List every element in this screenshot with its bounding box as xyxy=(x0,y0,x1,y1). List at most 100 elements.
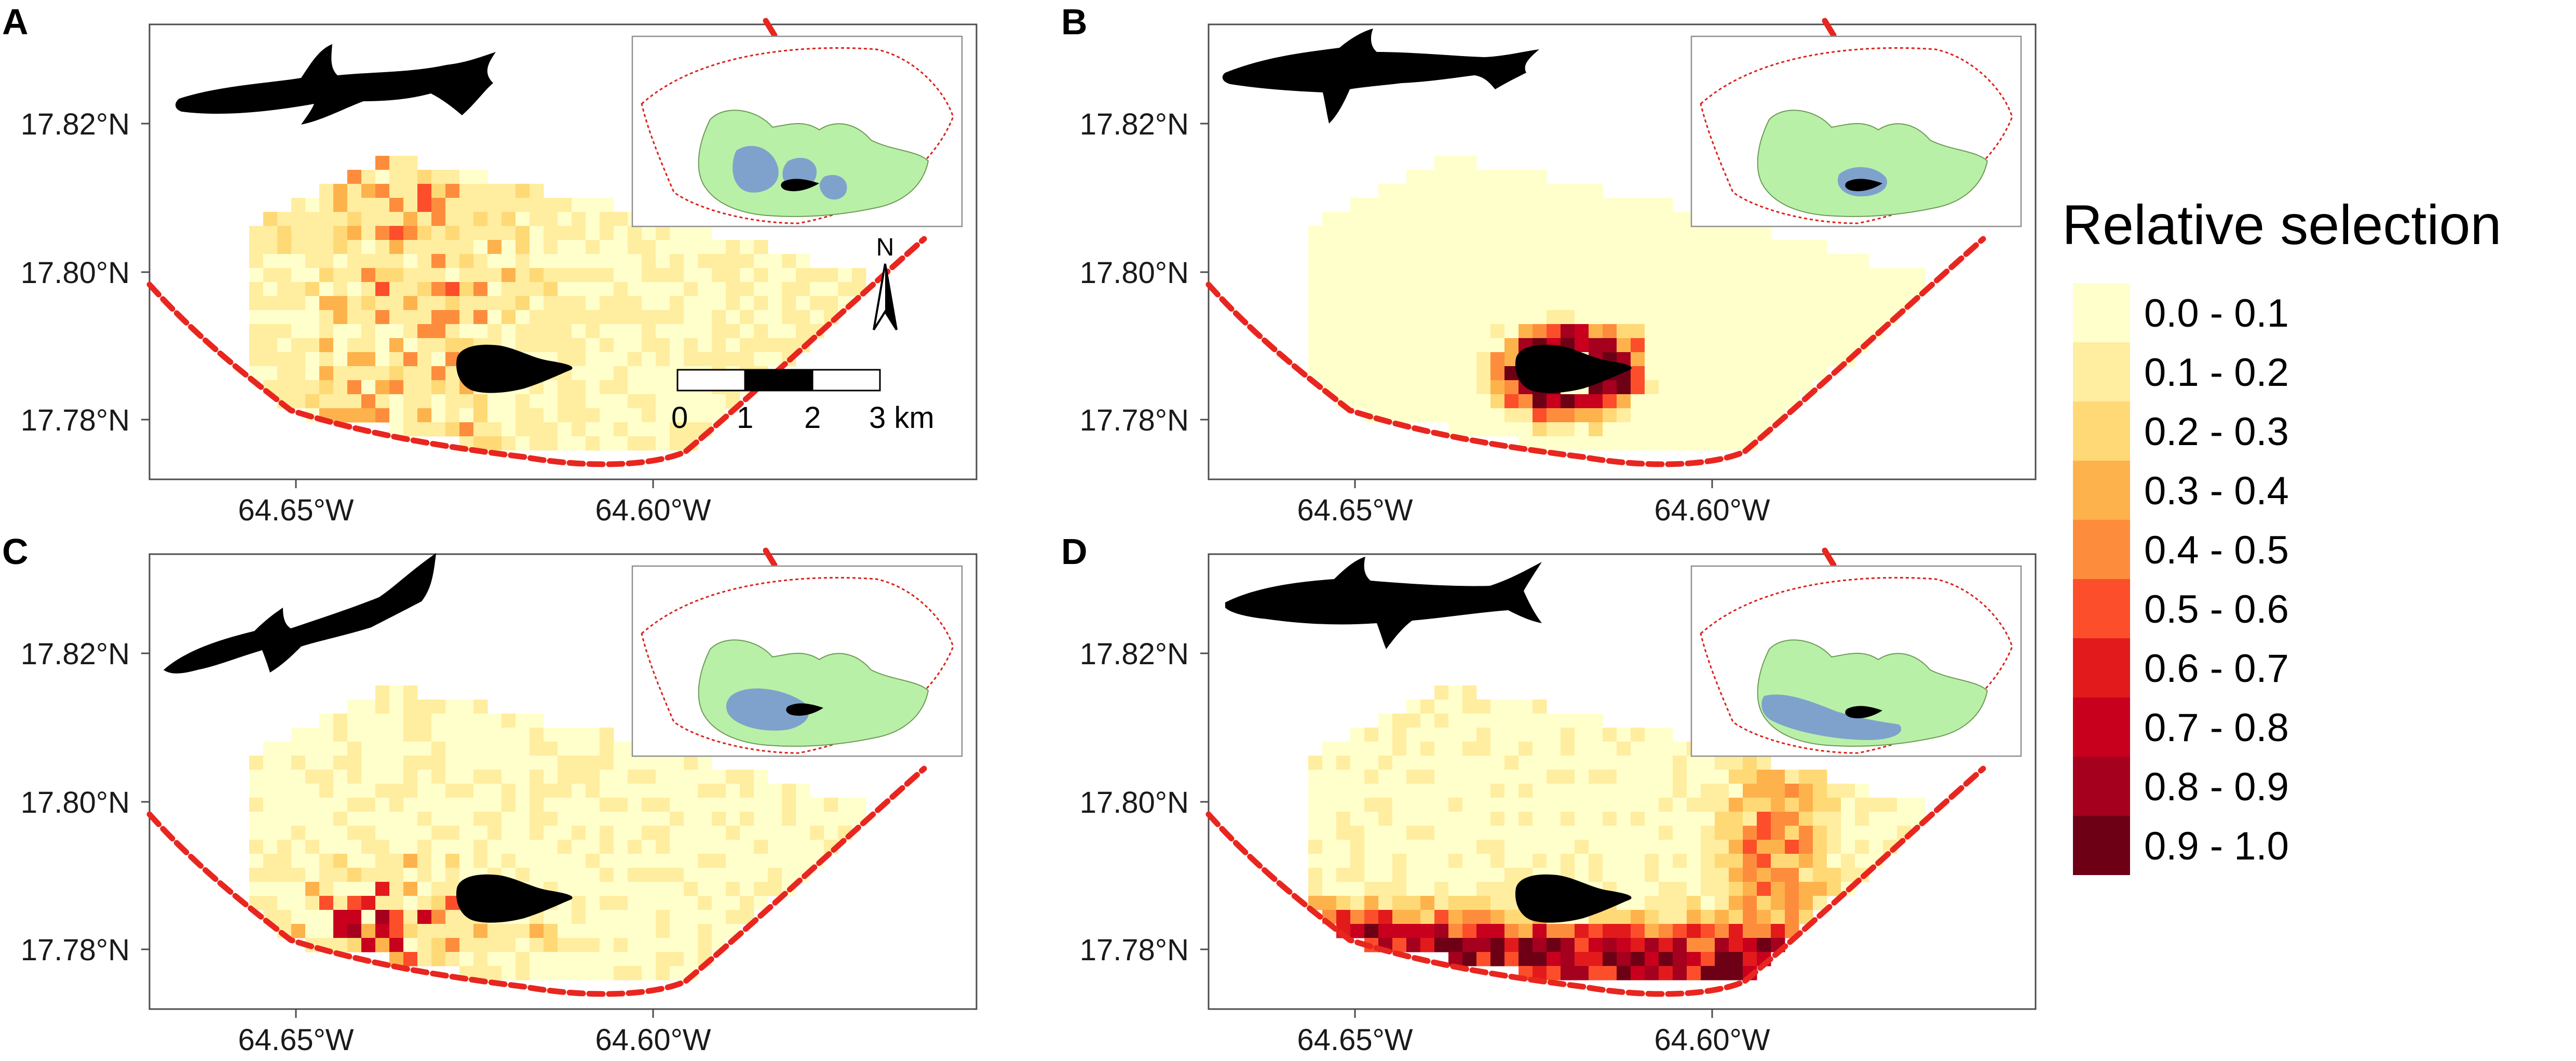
heatmap-cell xyxy=(1603,798,1617,812)
heatmap-cell xyxy=(656,868,670,882)
heatmap-cell xyxy=(670,240,684,254)
heatmap-cell xyxy=(501,324,516,339)
heatmap-cell xyxy=(1504,198,1519,212)
heatmap-cell xyxy=(1392,798,1407,812)
heatmap-cell xyxy=(558,854,572,868)
heatmap-cell xyxy=(1322,310,1337,325)
heatmap-cell xyxy=(628,756,642,770)
heatmap-cell xyxy=(600,352,614,367)
heatmap-cell xyxy=(1504,770,1519,784)
heatmap-cell xyxy=(1799,784,1813,798)
heatmap-cell xyxy=(487,714,502,728)
heatmap-cell xyxy=(1785,254,1799,268)
heatmap-cell xyxy=(1533,784,1547,798)
heatmap-cell xyxy=(1771,910,1785,924)
heatmap-cell xyxy=(1645,198,1659,212)
heatmap-cell xyxy=(1659,882,1673,896)
heatmap-cell xyxy=(698,756,712,770)
heatmap-cell xyxy=(1406,198,1421,212)
heatmap-cell xyxy=(375,938,390,952)
heatmap-cell xyxy=(249,226,264,240)
heatmap-cell xyxy=(1448,770,1463,784)
heatmap-cell xyxy=(1434,756,1449,770)
heatmap-cell xyxy=(1841,254,1855,268)
heatmap-cell xyxy=(1336,240,1351,254)
heatmap-cell xyxy=(1645,268,1659,283)
heatmap-cell xyxy=(1547,324,1561,339)
heatmap-cell xyxy=(1869,282,1883,297)
heatmap-cell xyxy=(1392,408,1407,423)
heatmap-cell xyxy=(1589,394,1603,409)
heatmap-cell xyxy=(1771,366,1785,381)
heatmap-cell xyxy=(361,770,376,784)
heatmap-cell xyxy=(1883,296,1897,311)
heatmap-cell xyxy=(487,268,502,283)
heatmap-cell xyxy=(656,798,670,812)
heatmap-cell xyxy=(544,394,558,409)
heatmap-cell xyxy=(558,784,572,798)
heatmap-cell xyxy=(1322,896,1337,910)
heatmap-cell xyxy=(754,240,768,254)
heatmap-cell xyxy=(1336,910,1351,924)
study-area-boundary-top xyxy=(763,547,778,568)
heatmap-cell xyxy=(431,756,446,770)
heatmap-cell xyxy=(572,352,586,367)
heatmap-cell xyxy=(600,952,614,966)
heatmap-cell xyxy=(1392,394,1407,409)
heatmap-cell xyxy=(628,310,642,325)
heatmap-cell xyxy=(628,938,642,952)
heatmap-cell xyxy=(305,812,320,826)
heatmap-cell xyxy=(1476,422,1491,437)
heatmap-cell xyxy=(1757,798,1771,812)
heatmap-cell xyxy=(768,310,782,325)
heatmap-cell xyxy=(1603,240,1617,254)
heatmap-cell xyxy=(1336,882,1351,896)
heatmap-cell xyxy=(375,714,390,728)
heatmap-cell xyxy=(712,394,726,409)
heatmap-cell xyxy=(403,268,418,283)
heatmap-cell xyxy=(642,310,656,325)
heatmap-cell xyxy=(1673,770,1687,784)
heatmap-cell xyxy=(614,784,628,798)
heatmap-cell xyxy=(1575,756,1589,770)
heatmap-cell xyxy=(1504,756,1519,770)
heatmap-cell xyxy=(1673,338,1687,353)
heatmap-cell xyxy=(403,728,418,742)
heatmap-cell xyxy=(1603,742,1617,756)
heatmap-cell xyxy=(1701,310,1715,325)
heatmap-cell xyxy=(1462,324,1477,339)
heatmap-cell xyxy=(403,296,418,311)
heatmap-cell xyxy=(1561,226,1575,240)
heatmap-cell xyxy=(361,380,376,395)
heatmap-cell xyxy=(305,756,320,770)
heatmap-cell xyxy=(473,756,488,770)
heatmap-cell xyxy=(1462,770,1477,784)
heatmap-cell xyxy=(1715,868,1729,882)
heatmap-cell xyxy=(389,952,404,966)
heatmap-cell xyxy=(501,742,516,756)
heatmap-cell xyxy=(1504,394,1519,409)
heatmap-cell xyxy=(670,840,684,854)
heatmap-cell xyxy=(305,394,320,409)
heatmap-cell xyxy=(1378,184,1393,198)
heatmap-cell xyxy=(347,728,362,742)
heatmap-cell xyxy=(305,198,320,212)
heatmap-cell xyxy=(1378,226,1393,240)
heatmap-cell xyxy=(516,324,530,339)
heatmap-cell xyxy=(487,966,502,981)
heatmap-cell xyxy=(417,840,432,854)
heatmap-cell xyxy=(544,966,558,981)
heatmap-cell xyxy=(530,742,544,756)
heatmap-cell xyxy=(642,226,656,240)
heatmap-cell xyxy=(516,728,530,742)
heatmap-cell xyxy=(1406,184,1421,198)
heatmap-cell xyxy=(544,296,558,311)
heatmap-cell xyxy=(614,240,628,254)
heatmap-cell xyxy=(431,268,446,283)
heatmap-cell xyxy=(1448,756,1463,770)
heatmap-cell xyxy=(1841,268,1855,283)
heatmap-cell xyxy=(1617,198,1631,212)
heatmap-cell xyxy=(1617,854,1631,868)
heatmap-cell xyxy=(698,784,712,798)
heatmap-cell xyxy=(1715,910,1729,924)
